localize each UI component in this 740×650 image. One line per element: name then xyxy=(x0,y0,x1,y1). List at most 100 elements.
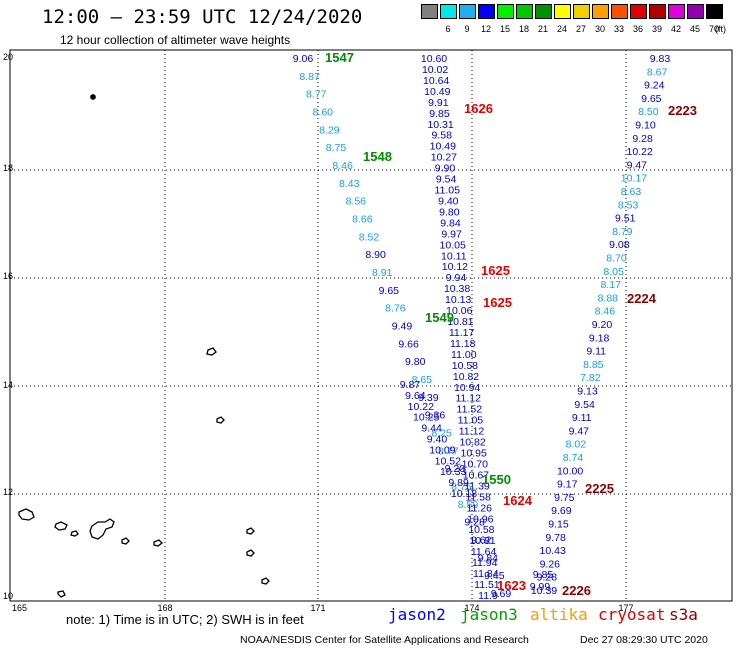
wave-height-value: 9.20 xyxy=(445,463,466,475)
wave-height-value: 9.85 xyxy=(429,108,450,120)
wave-height-value: 8.90 xyxy=(365,249,386,261)
island-small-2 xyxy=(216,416,225,424)
wave-height-value: 9.26 xyxy=(540,558,561,570)
wave-height-value: 8.67 xyxy=(647,66,668,78)
wave-height-value: 10.70 xyxy=(462,459,488,471)
island-dot xyxy=(90,94,96,100)
wave-height-value: 9.85 xyxy=(533,569,554,581)
wave-height-value: 10.13 xyxy=(445,294,471,306)
wave-height-value: 9.11 xyxy=(586,346,606,358)
wave-height-value: 9.99 xyxy=(530,581,551,593)
color-scale-swatch xyxy=(687,4,704,19)
wave-height-value: 8.91 xyxy=(372,267,393,279)
color-scale-swatch xyxy=(440,4,457,19)
wave-height-value: 8.85 xyxy=(583,359,604,371)
wave-height-value: 10.49 xyxy=(424,86,450,98)
wave-height-value: 9.75 xyxy=(554,492,575,504)
island-small-5 xyxy=(246,527,255,535)
color-scale-swatch xyxy=(421,4,438,19)
wave-height-value: 9.69 xyxy=(551,505,572,517)
wave-height-value: 8.70 xyxy=(606,253,627,265)
islands xyxy=(18,94,270,598)
wave-height-value: 8.43 xyxy=(339,178,360,190)
wave-height-value: 9.54 xyxy=(436,174,457,186)
color-scale-label: 12 xyxy=(480,24,491,34)
color-scale-unit: (ft) xyxy=(715,24,726,34)
wave-height-value: 11.12 xyxy=(455,393,481,405)
wave-height-value: 10.43 xyxy=(540,545,566,557)
latitude-label: 10 xyxy=(3,591,13,601)
color-scale-swatch xyxy=(668,4,685,19)
wave-height-value: 9.66 xyxy=(398,338,419,350)
pass-time-label: 2224 xyxy=(627,291,657,306)
wave-height-value: 8.02 xyxy=(566,439,587,451)
longitude-label: 177 xyxy=(618,603,633,613)
color-scale-label: 18 xyxy=(518,24,529,34)
wave-height-value: 10.02 xyxy=(422,64,448,76)
color-scale-label: 70 xyxy=(708,24,719,34)
wave-height-value: 9.62 xyxy=(471,535,492,547)
wave-height-value: 8.05 xyxy=(603,266,624,278)
wave-height-value: 9.54 xyxy=(574,399,595,411)
wave-height-value: 9.80 xyxy=(405,356,426,368)
wave-height-value: 8.59 xyxy=(458,499,479,511)
color-scale-swatch xyxy=(497,4,514,19)
wave-height-value: 9.84 xyxy=(440,217,461,229)
island-cluster-2 xyxy=(54,521,68,531)
wave-height-value: 10.60 xyxy=(421,53,447,65)
wave-height-value: 10.52 xyxy=(435,455,461,467)
latitude-label: 12 xyxy=(3,487,13,497)
wave-height-value: 9.24 xyxy=(644,80,665,92)
wave-height-value: 11.17 xyxy=(449,327,475,339)
wave-height-value: 8.77 xyxy=(438,445,459,457)
wave-height-value: 9.08 xyxy=(609,239,630,251)
wave-height-value: 9.40 xyxy=(427,434,448,446)
wave-height-value: 8.87 xyxy=(299,71,320,83)
wave-height-value: 11.9 xyxy=(478,590,498,602)
color-scale-label: 42 xyxy=(670,24,681,34)
color-scale-label: 36 xyxy=(632,24,643,34)
legend-altika: altika xyxy=(530,605,588,624)
wave-height-value: 10.22 xyxy=(408,401,434,413)
color-scale-swatch xyxy=(516,4,533,19)
color-scale-label: 27 xyxy=(575,24,586,34)
longitude-label: 168 xyxy=(157,603,172,613)
wave-height-value: 9.40 xyxy=(438,196,459,208)
wave-height-value: 9.87 xyxy=(400,379,421,391)
pass-time-label: 2223 xyxy=(668,103,697,118)
wave-height-value: 9.10 xyxy=(635,120,656,132)
wave-height-value: 9.69 xyxy=(491,588,512,600)
wave-height-value: 8.88 xyxy=(598,292,619,304)
color-scale-swatch xyxy=(573,4,590,19)
wave-height-value: 10.31 xyxy=(427,119,453,131)
wave-height-value: 10.81 xyxy=(447,316,473,328)
wave-height-value: 10.49 xyxy=(430,141,456,153)
wave-height-value: 8.74 xyxy=(563,452,584,464)
island-small-4 xyxy=(153,539,163,547)
pass-time-labels: 1547 1548 1549 1550 1626 1625 1625 1624 1623 2223… xyxy=(325,50,697,598)
wave-height-value: 9.11 xyxy=(572,412,592,424)
wave-height-value: 9.78 xyxy=(545,532,566,544)
wave-height-value: 8.76 xyxy=(385,303,406,315)
color-scale-swatch xyxy=(611,4,628,19)
wave-height-value: 11.84 xyxy=(473,568,499,580)
latitude-label: 14 xyxy=(3,380,13,390)
wave-height-value: 10.82 xyxy=(459,437,485,449)
wave-height-value: 9.47 xyxy=(569,425,590,437)
wave-height-value: 9.20 xyxy=(592,319,613,331)
wave-height-value: 10.06 xyxy=(446,305,472,317)
wave-height-value: 10.05 xyxy=(440,239,466,251)
color-scale-swatch xyxy=(459,4,476,19)
wave-height-value: 10.95 xyxy=(461,448,487,460)
wave-height-value: 8.46 xyxy=(595,306,616,318)
wave-height-value: 9.44 xyxy=(421,423,442,435)
legend-s3a: s3a xyxy=(669,605,698,624)
wave-height-value: 8.75 xyxy=(326,142,347,154)
wave-height-value: 8.46 xyxy=(332,160,353,172)
color-scale-swatch xyxy=(554,4,571,19)
wave-height-value: 9.18 xyxy=(589,332,610,344)
wave-height-value: 8.52 xyxy=(359,231,380,243)
wave-height-value: 9.39 xyxy=(418,392,439,404)
wave-height-value: 8.60 xyxy=(313,107,334,119)
